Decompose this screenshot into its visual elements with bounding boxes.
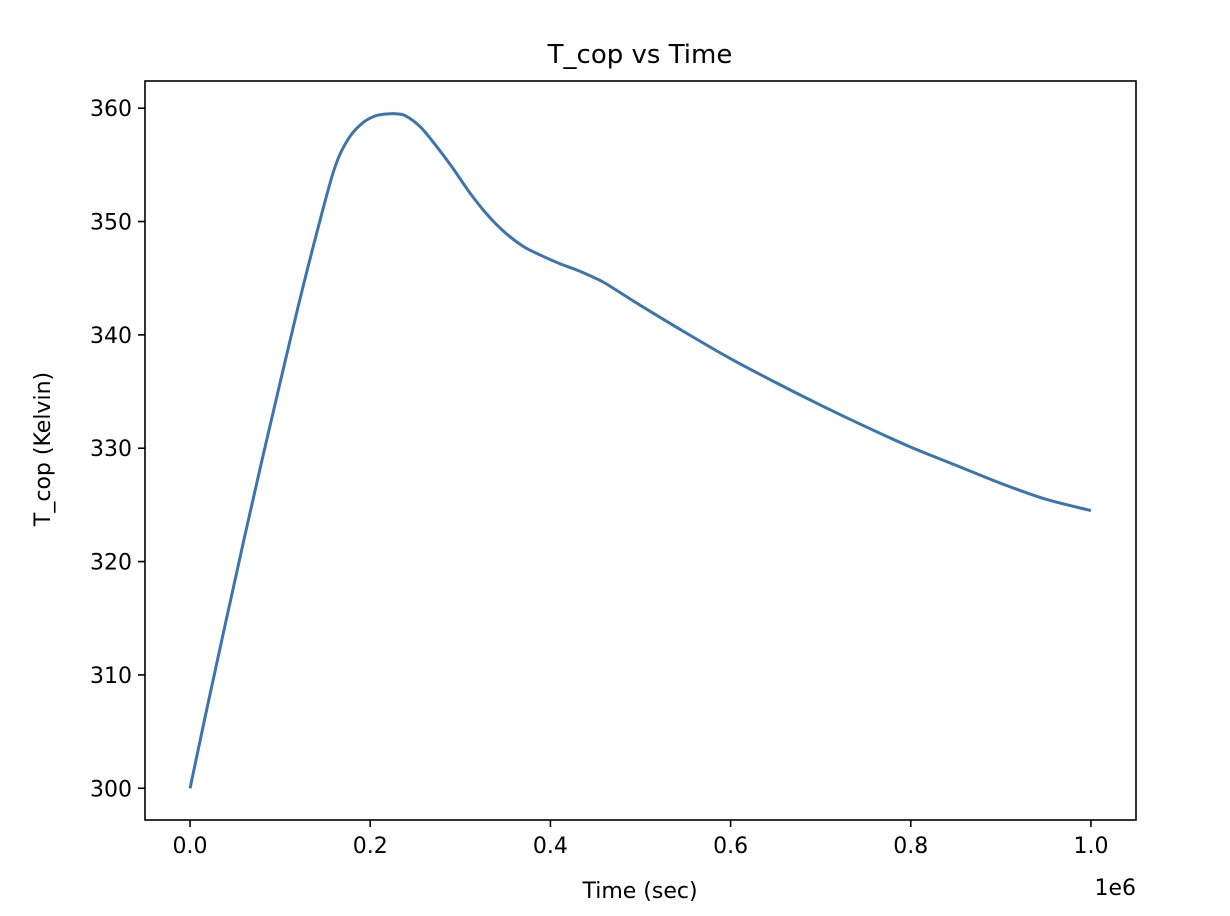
chart-title: T_cop vs Time bbox=[547, 40, 733, 70]
x-tick-label: 0.6 bbox=[713, 834, 748, 859]
y-tick-label: 330 bbox=[90, 437, 132, 462]
x-tick-label: 0.2 bbox=[353, 834, 388, 859]
y-tick-label: 340 bbox=[90, 324, 132, 349]
x-tick-label: 0.0 bbox=[173, 834, 208, 859]
plot-frame bbox=[144, 80, 1137, 821]
y-tick-label: 300 bbox=[90, 777, 132, 802]
y-tick-label: 360 bbox=[90, 97, 132, 122]
x-axis-offset-text: 1e6 bbox=[1094, 876, 1136, 901]
series-line-0 bbox=[188, 112, 1092, 789]
y-tick-label: 350 bbox=[90, 211, 132, 236]
y-tick-label: 310 bbox=[90, 664, 132, 689]
tick-layer: 0.0 0.2 0.4 0.6 0.8 1.0 300 310 320 330 340 350 360 bbox=[90, 97, 1108, 859]
x-tick-label: 0.4 bbox=[533, 834, 568, 859]
y-axis-label: T_cop (Kelvin) bbox=[31, 372, 56, 527]
x-tick-label: 1.0 bbox=[1073, 834, 1108, 859]
y-tick-label: 320 bbox=[90, 551, 132, 576]
series-layer bbox=[188, 112, 1092, 789]
x-axis-label: Time (sec) bbox=[581, 879, 697, 904]
x-tick-label: 0.8 bbox=[893, 834, 928, 859]
